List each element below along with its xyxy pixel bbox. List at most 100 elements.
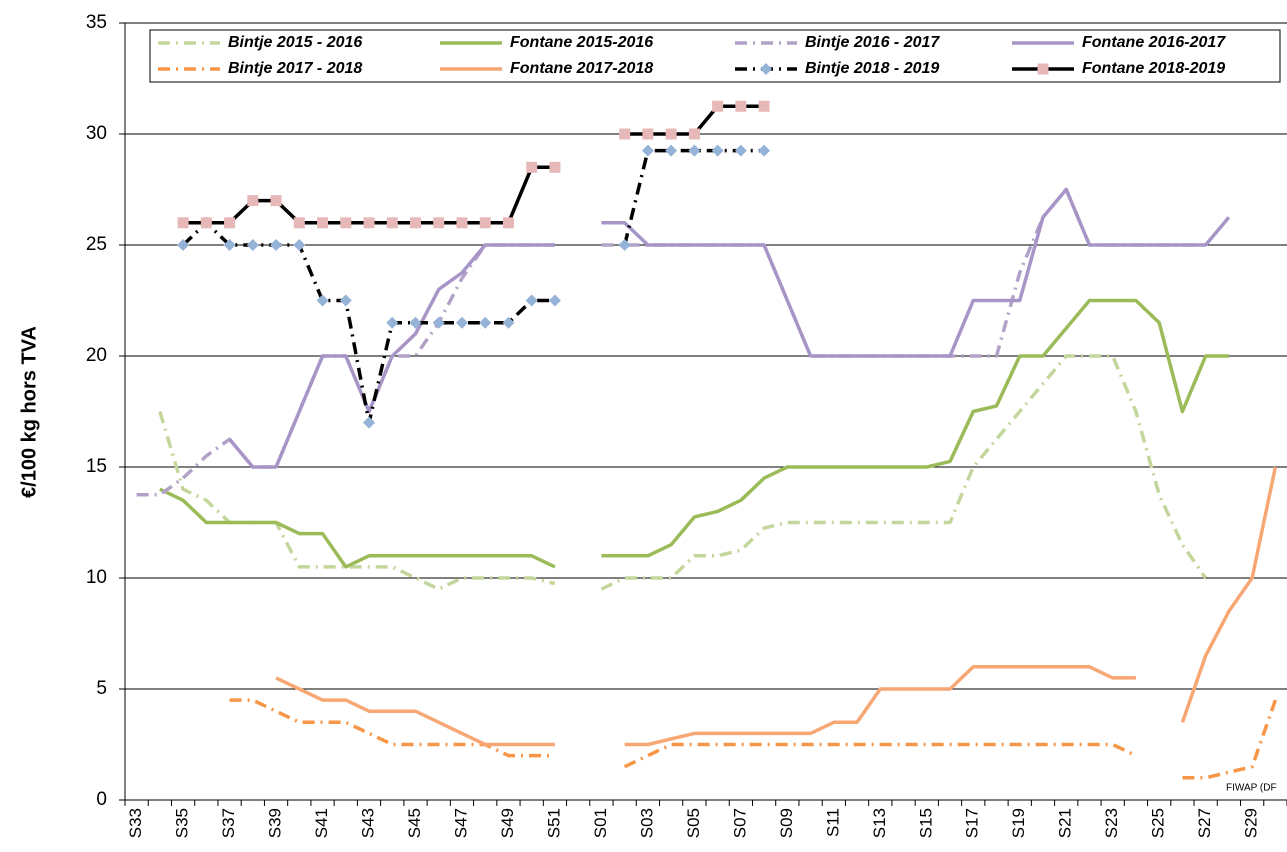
point-marker (642, 128, 654, 140)
y-tick-label: 30 (86, 123, 107, 144)
x-tick-label: S13 (870, 808, 889, 838)
y-tick-label: 20 (86, 345, 107, 366)
x-tick-label: S45 (405, 808, 424, 838)
legend-label: Bintje 2016 - 2017 (805, 34, 940, 51)
x-tick-label: S41 (312, 808, 331, 838)
x-tick-label: S33 (126, 808, 145, 838)
x-tick-label: S27 (1195, 808, 1214, 838)
point-marker (177, 217, 189, 229)
point-marker (688, 144, 701, 157)
point-marker (758, 144, 771, 157)
x-tick-label: S05 (684, 808, 703, 838)
point-marker (665, 144, 678, 157)
annotation: FIWAP (DF (1226, 783, 1277, 794)
legend-box (149, 29, 1281, 83)
x-tick-label: S39 (266, 808, 285, 838)
x-tick-label: S21 (1056, 808, 1075, 838)
point-marker (712, 100, 724, 112)
x-tick-label: S17 (963, 808, 982, 838)
point-marker (619, 128, 631, 140)
point-marker (363, 416, 376, 429)
legend-label: Fontane 2016-2017 (1082, 34, 1226, 51)
y-tick-label: 0 (96, 789, 107, 810)
y-tick-label: 10 (86, 567, 107, 588)
point-marker (525, 294, 538, 307)
point-marker (270, 195, 282, 207)
series-line (183, 104, 765, 225)
point-marker (433, 217, 445, 229)
point-marker (665, 128, 677, 140)
point-marker (711, 144, 724, 157)
point-marker (200, 217, 212, 229)
point-marker (316, 294, 329, 307)
point-marker (386, 217, 398, 229)
x-tick-label: S23 (1102, 808, 1121, 838)
x-tick-label: S47 (451, 808, 470, 838)
series-line (229, 698, 1278, 780)
point-marker (270, 239, 283, 251)
series-line (158, 354, 1208, 591)
x-tick-label: S49 (498, 808, 517, 838)
point-marker (548, 294, 561, 307)
point-marker (479, 217, 491, 229)
series-line (159, 298, 1229, 569)
point-marker (293, 239, 306, 251)
point-marker (502, 316, 515, 329)
point-marker (340, 217, 352, 229)
point-marker (293, 217, 305, 229)
point-marker (479, 316, 492, 329)
point-marker (688, 128, 700, 140)
point-marker (549, 161, 561, 173)
legend-label: Bintje 2015 - 2016 (228, 34, 362, 51)
point-marker (363, 217, 375, 229)
legend-label: Fontane 2015-2016 (510, 34, 653, 51)
legend-label: Fontane 2017-2018 (510, 60, 653, 77)
point-marker (641, 144, 654, 157)
point-marker (317, 217, 329, 229)
x-tick-label: S43 (359, 808, 378, 838)
legend-label: Bintje 2018 - 2019 (805, 60, 939, 77)
x-tick-label: S07 (730, 808, 749, 838)
point-marker (410, 217, 421, 229)
point-marker (223, 239, 236, 251)
legend-marker (760, 63, 772, 75)
x-tick-label: S37 (219, 808, 238, 838)
x-tick-label: S09 (777, 808, 796, 838)
point-marker (455, 316, 468, 329)
point-marker (339, 294, 352, 307)
y-tick-label: 25 (86, 234, 107, 255)
x-tick-label: S35 (173, 808, 192, 838)
y-tick-label: 5 (96, 678, 107, 699)
point-marker (246, 239, 259, 251)
point-marker (456, 217, 468, 229)
point-marker (758, 100, 770, 112)
point-marker (734, 144, 747, 157)
x-tick-label: S51 (544, 808, 563, 838)
point-marker (177, 239, 190, 251)
x-tick-label: S15 (916, 808, 935, 838)
x-tick-label: S11 (823, 808, 842, 837)
point-marker (386, 316, 399, 329)
legend-label: Fontane 2018-2019 (1082, 60, 1225, 77)
x-tick-label: S29 (1242, 808, 1261, 838)
series-line (228, 187, 1231, 469)
y-tick-label: 15 (86, 456, 107, 477)
x-tick-label: S01 (591, 808, 610, 838)
point-marker (618, 239, 631, 251)
point-marker (224, 217, 236, 229)
point-marker (247, 195, 259, 207)
x-tick-label: S19 (1009, 808, 1028, 838)
series-line (275, 466, 1278, 747)
y-tick-label: 35 (86, 12, 107, 33)
series-line (181, 148, 765, 425)
legend-label: Bintje 2017 - 2018 (228, 60, 362, 77)
series-line (136, 187, 1206, 497)
point-marker (502, 217, 514, 229)
x-tick-label: S03 (637, 808, 656, 838)
point-marker (735, 100, 747, 112)
point-marker (432, 316, 445, 329)
x-tick-label: S25 (1149, 808, 1168, 838)
point-marker (526, 161, 538, 173)
legend-marker (1037, 63, 1049, 75)
